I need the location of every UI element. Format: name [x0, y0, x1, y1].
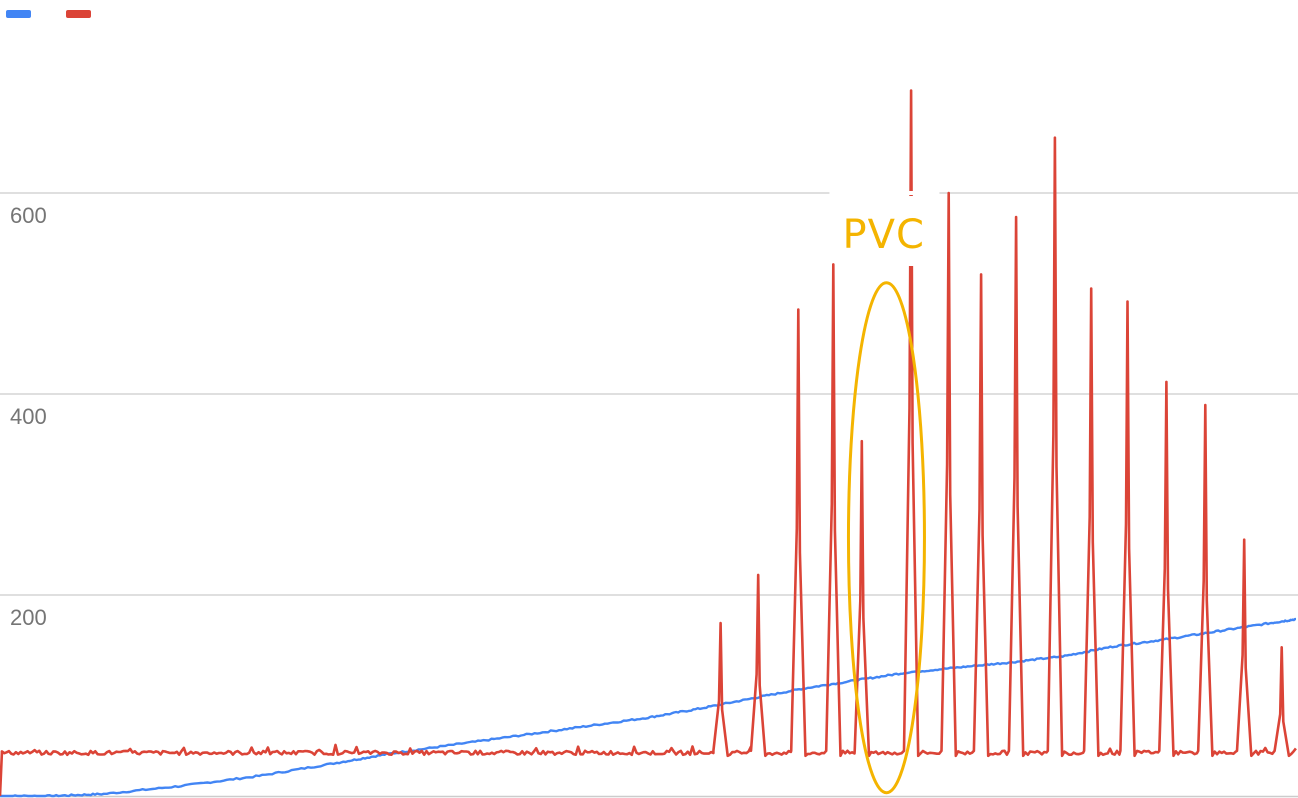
annotation-layer: PVC — [838, 196, 939, 795]
legend-swatch-blue — [6, 10, 31, 18]
pvc-label-background — [838, 196, 939, 266]
pvc-annotation-label: PVC — [842, 212, 924, 258]
grid-gap-mask — [829, 191, 940, 195]
series-line-red — [0, 89, 1297, 797]
y-tick-label-400: 400 — [10, 404, 47, 429]
pvc-highlight-ellipse — [846, 281, 926, 795]
series-layer — [0, 89, 1297, 798]
y-tick-label-600: 600 — [10, 203, 47, 228]
y-axis-ticks: 200 400 600 — [10, 203, 47, 630]
legend-swatch-red — [66, 10, 91, 18]
gridlines — [0, 192, 1298, 798]
legend — [6, 10, 91, 18]
series-line-blue — [0, 617, 1297, 798]
y-tick-label-200: 200 — [10, 605, 47, 630]
